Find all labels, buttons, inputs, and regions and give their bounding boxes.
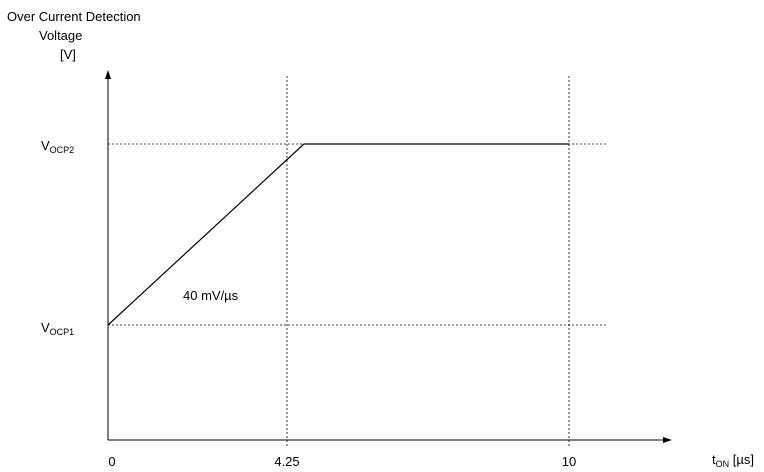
x-axis-title-unit: [µs] <box>729 452 754 467</box>
slope-annotation: 40 mV/µs <box>183 288 239 303</box>
y-label-vocp2-main: V <box>41 138 50 153</box>
x-tick-0: 0 <box>108 454 116 469</box>
series-line-ocp-voltage <box>107 143 569 326</box>
y-axis-arrow <box>105 70 111 79</box>
y-label-vocp1-sub: OCP1 <box>49 327 75 337</box>
x-axis-title: tON [µs] <box>712 452 754 472</box>
x-axis-title-main: t <box>712 452 716 467</box>
y-axis-title-line-3: [V] <box>60 47 76 62</box>
y-axis-title-line-1: Over Current Detection <box>7 9 141 24</box>
y-label-vocp2-sub: OCP2 <box>49 145 75 155</box>
y-label-vocp1: VOCP1 <box>41 320 74 340</box>
x-axis-title-sub: ON <box>715 459 730 469</box>
x-tick-4.25: 4.25 <box>274 454 300 469</box>
y-label-vocp2: VOCP2 <box>41 138 74 158</box>
x-tick-10: 10 <box>561 454 577 469</box>
y-label-vocp1-main: V <box>41 320 50 335</box>
y-axis-title-line-2: Voltage <box>39 28 83 43</box>
x-axis-arrow <box>663 437 672 443</box>
